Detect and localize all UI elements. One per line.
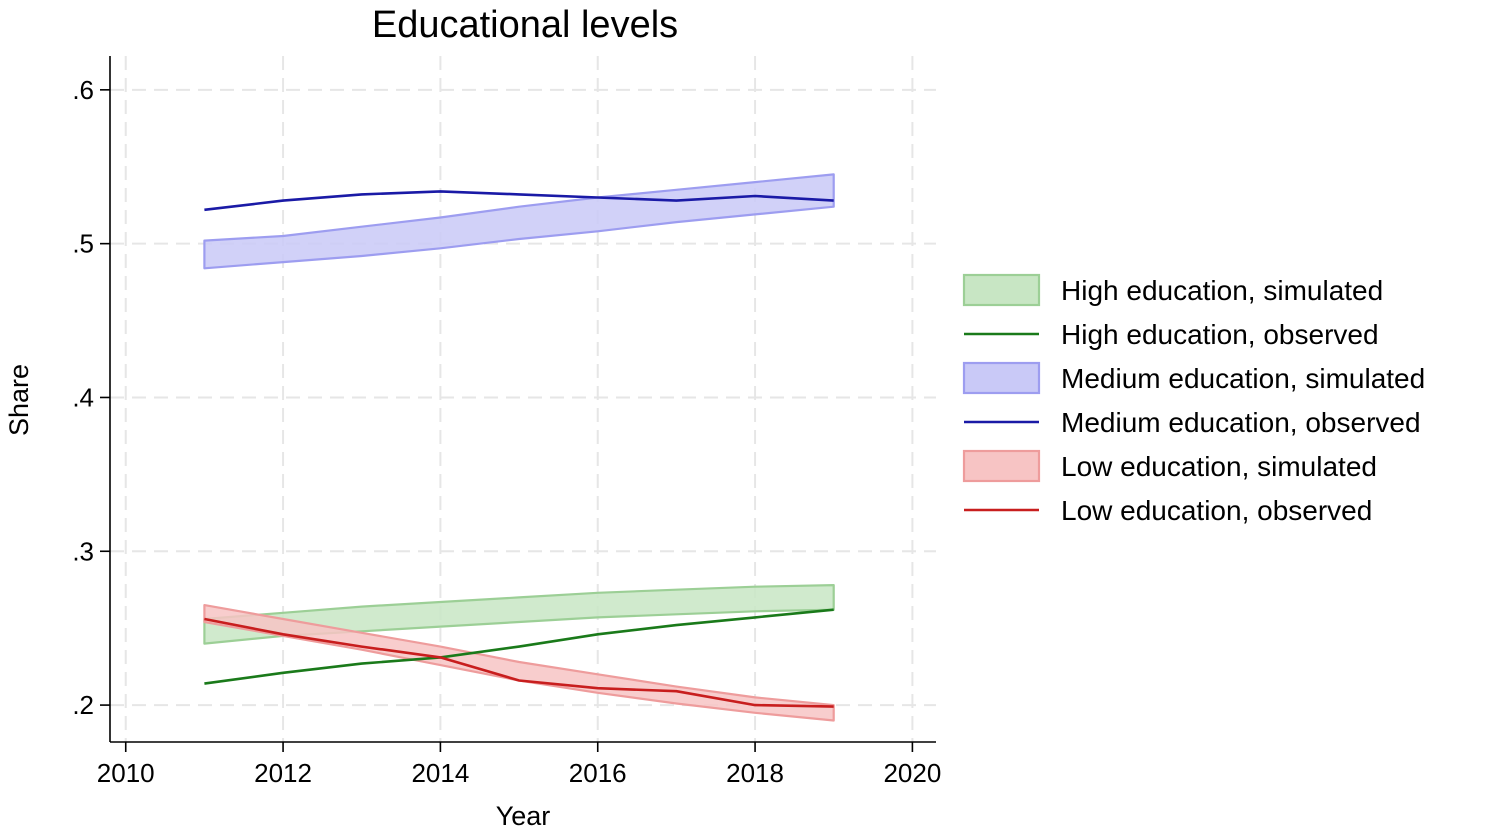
x-tick-label: 2016 bbox=[569, 758, 627, 788]
line-medium-observed bbox=[204, 190, 834, 212]
line-layer bbox=[204, 190, 834, 708]
gridlines bbox=[110, 56, 936, 742]
x-tick-label: 2010 bbox=[97, 758, 155, 788]
line-low-observed bbox=[204, 617, 834, 708]
x-tick-label: 2014 bbox=[411, 758, 469, 788]
legend-label: High education, observed bbox=[1061, 319, 1379, 350]
line-high-observed bbox=[204, 608, 834, 685]
legend-label: Low education, simulated bbox=[1061, 451, 1377, 482]
chart-title: Educational levels bbox=[372, 4, 678, 46]
legend-label: Medium education, simulated bbox=[1061, 363, 1425, 394]
legend-swatch-medium-simulated bbox=[962, 361, 1041, 395]
legend-label: High education, simulated bbox=[1061, 275, 1383, 306]
x-tick-label: 2012 bbox=[254, 758, 312, 788]
x-axis-ticks: 2010 2012 2014 2016 2018 2020 bbox=[97, 742, 941, 788]
y-tick-label: .4 bbox=[72, 382, 94, 412]
x-tick-label: 2020 bbox=[883, 758, 941, 788]
legend-label: Low education, observed bbox=[1061, 495, 1372, 526]
legend-label: Medium education, observed bbox=[1061, 407, 1421, 438]
y-axis-ticks: .2 .3 .4 .5 .6 bbox=[72, 75, 110, 720]
band-medium-simulated bbox=[203, 173, 835, 270]
legend: High education, simulated High education,… bbox=[962, 273, 1425, 526]
legend-swatch-high-simulated bbox=[962, 273, 1041, 307]
y-tick-label: .6 bbox=[72, 75, 94, 105]
legend-swatch-low-simulated bbox=[962, 449, 1041, 483]
y-tick-label: .5 bbox=[72, 229, 94, 259]
x-tick-label: 2018 bbox=[726, 758, 784, 788]
x-axis-label: Year bbox=[496, 801, 551, 828]
y-tick-label: .3 bbox=[72, 536, 94, 566]
y-axis-label: Share bbox=[4, 364, 34, 436]
y-tick-label: .2 bbox=[72, 690, 94, 720]
